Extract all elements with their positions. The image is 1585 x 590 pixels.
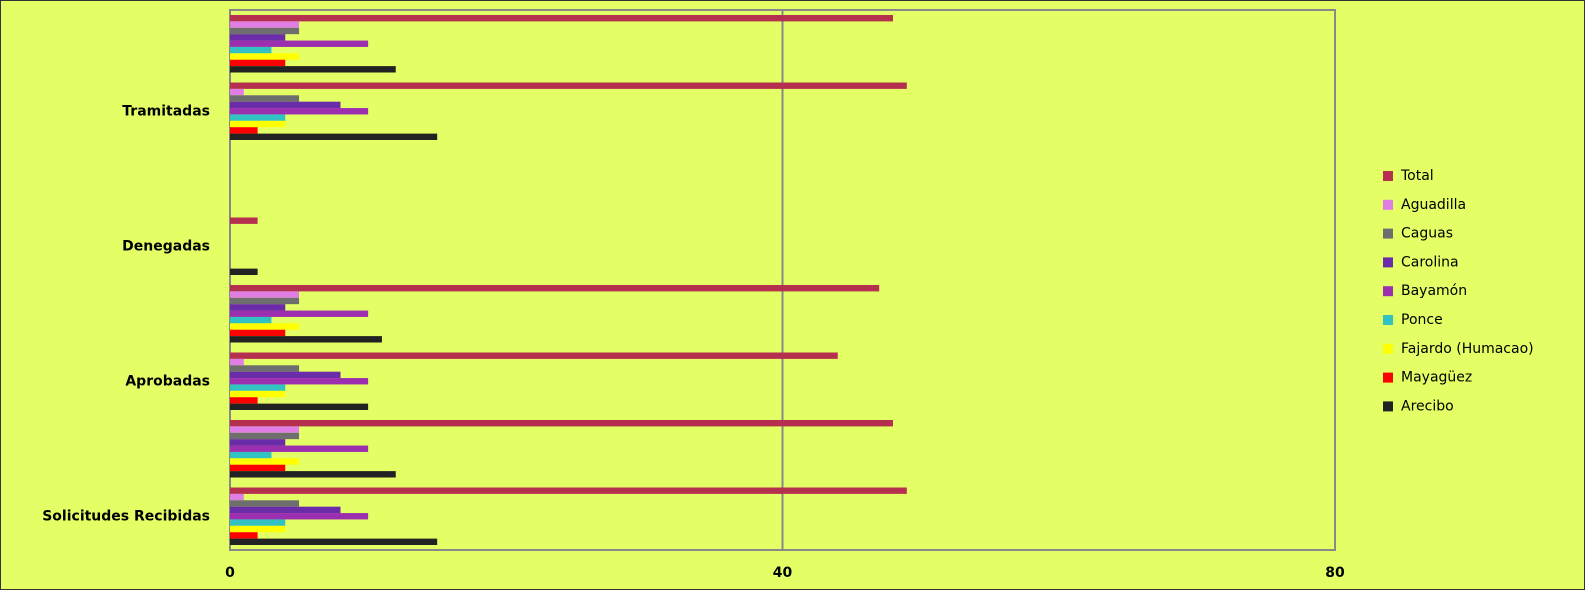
bar xyxy=(230,95,300,102)
bar xyxy=(230,500,300,507)
bar xyxy=(230,519,286,526)
bar xyxy=(230,358,244,366)
bar xyxy=(230,336,382,343)
bar xyxy=(230,439,286,446)
legend-swatch xyxy=(1383,343,1393,354)
y-tick-label: Denegadas xyxy=(122,238,210,254)
bar xyxy=(230,53,300,60)
bar xyxy=(230,46,272,54)
legend-label: Fajardo (Humacao) xyxy=(1401,341,1534,357)
y-tick-label: Solicitudes Recibidas xyxy=(42,508,210,524)
legend-label: Aguadilla xyxy=(1401,197,1466,213)
x-tick-label: 40 xyxy=(773,565,793,581)
legend-swatch xyxy=(1383,286,1393,297)
bar xyxy=(230,451,272,459)
bar xyxy=(230,464,286,472)
bar xyxy=(230,390,286,398)
bar xyxy=(230,316,272,324)
legend-swatch xyxy=(1383,372,1393,383)
bar xyxy=(230,371,341,379)
bar xyxy=(230,487,907,494)
bar xyxy=(230,525,286,533)
bar xyxy=(230,66,396,73)
bar xyxy=(230,323,300,330)
bar xyxy=(230,285,880,292)
bar xyxy=(230,458,300,465)
bar xyxy=(230,217,258,224)
bar xyxy=(230,506,341,514)
bar xyxy=(230,493,244,501)
bar xyxy=(230,365,300,372)
bar xyxy=(230,114,286,121)
bar xyxy=(230,304,286,311)
legend-label: Carolina xyxy=(1401,254,1459,270)
legend-swatch xyxy=(1383,401,1393,412)
y-tick-label: Tramitadas xyxy=(122,103,210,119)
bar xyxy=(230,384,286,391)
y-tick-label: Aprobadas xyxy=(125,373,210,389)
bar xyxy=(230,34,286,41)
bar xyxy=(230,291,300,298)
bar xyxy=(230,426,300,433)
bar xyxy=(230,538,438,545)
bar xyxy=(230,310,369,317)
bar xyxy=(230,268,258,275)
bar xyxy=(230,329,286,337)
bar xyxy=(230,378,369,385)
bar xyxy=(230,88,244,96)
legend-swatch xyxy=(1383,315,1393,325)
legend-label: Arecibo xyxy=(1401,398,1454,414)
legend-label: Bayamón xyxy=(1401,283,1467,299)
bar xyxy=(230,120,286,128)
bar xyxy=(230,403,369,410)
legend-label: Mayagüez xyxy=(1401,370,1472,386)
bar xyxy=(230,59,286,67)
legend-label: Total xyxy=(1400,168,1434,184)
bar xyxy=(230,15,893,22)
bar xyxy=(230,40,369,47)
bar xyxy=(230,297,300,305)
bar xyxy=(230,432,300,440)
legend-swatch xyxy=(1383,228,1393,239)
legend-swatch xyxy=(1383,199,1393,210)
bar xyxy=(230,127,258,134)
bar xyxy=(230,101,341,109)
legend-label: Caguas xyxy=(1401,226,1453,242)
legend-swatch xyxy=(1383,171,1393,181)
x-tick-label: 80 xyxy=(1325,565,1345,581)
bar xyxy=(230,133,438,140)
bar xyxy=(230,513,369,520)
legend-label: Ponce xyxy=(1401,312,1443,328)
bar xyxy=(230,108,369,115)
bar xyxy=(230,21,300,28)
bar xyxy=(230,397,258,404)
bar xyxy=(230,445,369,452)
bar xyxy=(230,532,258,539)
bar xyxy=(230,352,838,359)
bar xyxy=(230,27,300,35)
bar xyxy=(230,471,396,478)
x-tick-label: 0 xyxy=(225,565,235,581)
bar xyxy=(230,420,893,427)
bar xyxy=(230,82,907,89)
legend-swatch xyxy=(1383,257,1393,268)
